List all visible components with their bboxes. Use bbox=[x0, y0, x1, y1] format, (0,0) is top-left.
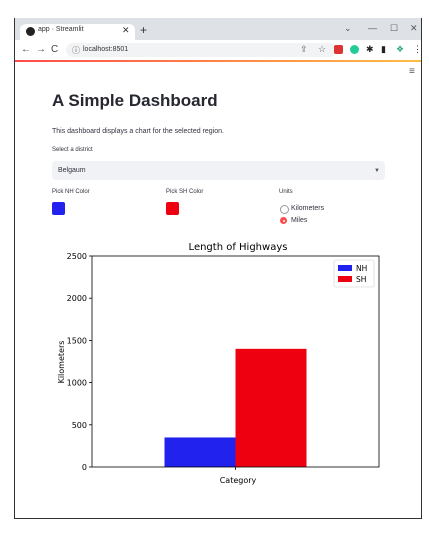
forward-icon[interactable]: → bbox=[36, 44, 46, 55]
y-tick-label: 0 bbox=[82, 463, 87, 472]
radio-miles[interactable] bbox=[280, 217, 287, 224]
radio-miles-label: Miles bbox=[291, 217, 308, 224]
page-title: A Simple Dashboard bbox=[52, 91, 218, 110]
district-select[interactable] bbox=[52, 161, 385, 180]
back-icon[interactable]: ← bbox=[21, 44, 31, 55]
legend-label-nh: NH bbox=[356, 264, 367, 273]
bar-sh bbox=[235, 348, 307, 467]
district-label: Select a district bbox=[52, 147, 93, 153]
new-tab-icon[interactable]: + bbox=[140, 23, 148, 37]
extensions-puzzle-icon[interactable]: ✱ bbox=[366, 44, 374, 54]
nh-color-picker[interactable] bbox=[52, 202, 65, 215]
chevron-down-icon[interactable]: ▼ bbox=[374, 168, 380, 174]
reload-icon[interactable]: C bbox=[51, 44, 59, 55]
minimize-icon[interactable]: — bbox=[368, 23, 377, 33]
district-select-value: Belgaum bbox=[58, 167, 86, 174]
extension-icon[interactable] bbox=[334, 45, 343, 54]
profile-icon[interactable]: ❖ bbox=[396, 44, 405, 54]
y-axis-label: Kilometers bbox=[57, 341, 66, 384]
bar-nh bbox=[164, 437, 236, 467]
window-border-left bbox=[14, 18, 15, 518]
sh-color-picker[interactable] bbox=[166, 202, 179, 215]
y-tick-label: 1000 bbox=[67, 379, 87, 388]
share-icon[interactable]: ⇪ bbox=[300, 44, 308, 54]
tab-title: app · Streamlit bbox=[38, 26, 84, 33]
site-info-icon[interactable]: ⓘ bbox=[72, 46, 80, 55]
bookmark-star-icon[interactable]: ☆ bbox=[318, 44, 327, 54]
page-description: This dashboard displays a chart for the … bbox=[52, 128, 224, 135]
y-tick-label: 1500 bbox=[67, 336, 87, 345]
app-menu-icon[interactable]: ≡ bbox=[409, 66, 415, 77]
y-tick-label: 2500 bbox=[67, 252, 87, 261]
side-panel-icon[interactable]: ▮ bbox=[381, 44, 386, 54]
close-window-icon[interactable]: ✕ bbox=[410, 23, 418, 33]
radio-kilometers[interactable] bbox=[280, 205, 289, 214]
legend-swatch-nh bbox=[338, 265, 352, 271]
url-text: localhost:8501 bbox=[83, 46, 129, 53]
extension-icon[interactable] bbox=[350, 45, 359, 54]
browser-tab[interactable] bbox=[20, 24, 135, 40]
sh-color-label: Pick SH Color bbox=[166, 189, 204, 195]
streamlit-header-decoration bbox=[15, 60, 421, 62]
streamlit-favicon-icon bbox=[26, 27, 35, 36]
legend-box bbox=[333, 259, 375, 288]
tab-close-icon[interactable]: ✕ bbox=[122, 25, 130, 35]
tab-search-icon[interactable]: ⌄ bbox=[344, 23, 352, 33]
y-tick-label: 2000 bbox=[67, 294, 87, 303]
chart-title: Length of Highways bbox=[189, 242, 288, 253]
browser-menu-icon[interactable]: ⋮ bbox=[413, 44, 422, 54]
window-border-bottom bbox=[14, 518, 422, 519]
address-bar[interactable] bbox=[66, 43, 336, 57]
highway-length-chart: Length of Highways Kilometers Category 0… bbox=[57, 242, 380, 485]
window-border-right bbox=[421, 18, 422, 518]
x-axis-label: Category bbox=[220, 476, 257, 485]
legend-label-sh: SH bbox=[356, 275, 366, 284]
radio-kilometers-label: Kilometers bbox=[291, 205, 325, 212]
legend-swatch-sh bbox=[338, 276, 352, 282]
units-label: Units bbox=[279, 189, 293, 195]
nh-color-label: Pick NH Color bbox=[52, 189, 90, 195]
maximize-icon[interactable]: ☐ bbox=[390, 23, 399, 33]
y-tick-label: 500 bbox=[72, 421, 87, 430]
